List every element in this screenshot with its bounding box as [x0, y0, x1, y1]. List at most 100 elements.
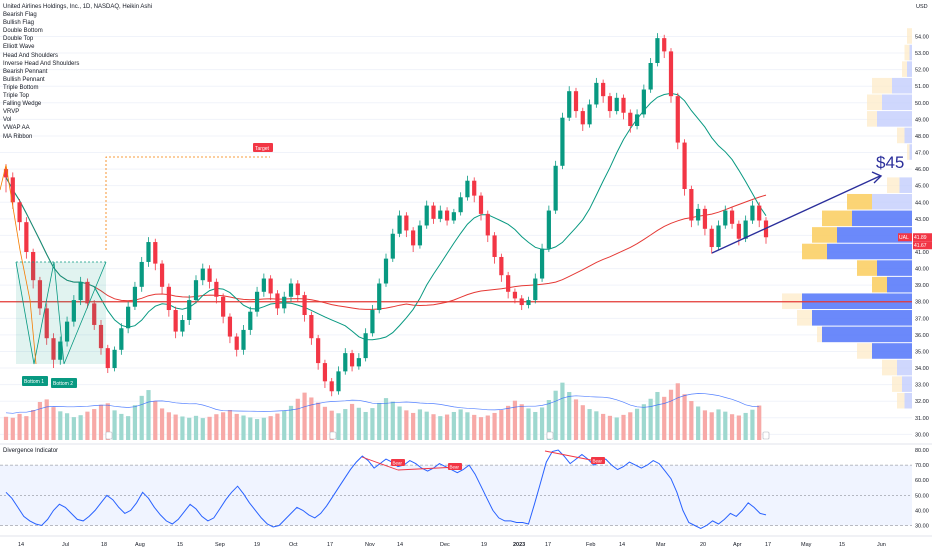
vrvp-down-bar	[852, 210, 912, 227]
candle-body	[119, 328, 124, 350]
candle-body	[112, 349, 117, 369]
indicator-bearish-pennant[interactable]: Bearish Pennant	[3, 68, 48, 75]
candle-body	[594, 82, 599, 105]
volume-bar	[702, 410, 708, 440]
candle-body	[10, 177, 15, 203]
volume-bar	[709, 412, 714, 440]
indicator-bearish-flag[interactable]: Bearish Flag	[3, 12, 37, 19]
indicator-bullish-pennant[interactable]: Bullish Pennant	[3, 76, 45, 83]
volume-bar	[51, 407, 56, 440]
volume-bar	[153, 401, 158, 440]
candle-body	[533, 278, 538, 301]
time-tick: Aug	[135, 542, 145, 548]
vrvp-down-bar	[902, 376, 912, 392]
divergence-tick: 50.00	[915, 493, 929, 499]
grid	[0, 35, 912, 435]
volume-bar	[132, 405, 138, 440]
vrvp-up-bar	[907, 28, 912, 44]
volume-bar	[105, 403, 110, 440]
price-tick: 34.00	[915, 366, 929, 372]
price-tick: 52.00	[915, 68, 929, 74]
volume-bar	[424, 411, 429, 440]
volume-bar	[478, 417, 484, 440]
indicator-ma-ribbon[interactable]: MA Ribbon	[3, 133, 33, 140]
volume-bar	[417, 409, 423, 440]
target-dotted-line	[105, 156, 270, 250]
candle-body	[268, 278, 273, 294]
time-tick: 17	[545, 542, 551, 548]
trend-line	[711, 175, 881, 254]
candle-body	[17, 202, 22, 223]
volume-bar	[465, 412, 470, 440]
indicator-falling-wedge[interactable]: Falling Wedge	[3, 101, 42, 108]
vrvp-up-bar	[802, 243, 827, 260]
candle-body	[309, 315, 314, 339]
volume-bar	[689, 401, 694, 440]
candle-body	[316, 338, 321, 364]
price-axis[interactable]: USD 54.00 53.00 52.00 51.00 50.00 49.00 48.00 47…	[898, 0, 932, 441]
time-tick: Apr	[733, 542, 742, 548]
time-tick: 17	[327, 542, 333, 548]
candle-body	[343, 353, 348, 372]
volume-bar	[533, 411, 538, 440]
indicator-bullish-flag[interactable]: Bullish Flag	[3, 20, 35, 27]
volume-bar	[316, 402, 321, 440]
volume-bar	[594, 411, 599, 440]
indicator-vol[interactable]: Vol	[3, 117, 12, 124]
volume-bar	[390, 401, 395, 440]
indicator-inverse-head-and-shoulders[interactable]: Inverse Head And Shoulders	[3, 60, 80, 67]
volume-bar	[560, 382, 565, 440]
volume-bar	[404, 410, 409, 440]
candles	[3, 33, 769, 397]
time-axis[interactable]: 14 Jul 18 Aug 15 Sep 19 Oct 17 Nov 14 Dec 19 2023 17 Fe…	[0, 535, 932, 548]
candle-body	[78, 281, 83, 301]
indicator-triple-top[interactable]: Triple Top	[3, 93, 30, 100]
candle-body	[221, 296, 226, 317]
candle-body	[139, 261, 144, 287]
indicator-head-and-shoulders[interactable]: Head And Shoulders	[3, 52, 59, 59]
volume-bar	[187, 417, 192, 440]
volume-bar	[506, 405, 511, 440]
time-tick: Jun	[877, 542, 886, 548]
price-tick: 43.00	[915, 217, 929, 223]
vrvp-down-bar	[837, 227, 912, 243]
volume-bar	[336, 413, 341, 440]
vrvp-up-bar	[857, 343, 872, 359]
divergence-tick: 30.00	[915, 523, 929, 529]
volume-bar	[78, 415, 83, 440]
volume-bar	[71, 417, 76, 440]
volume-bar	[275, 413, 280, 440]
volume-bar	[44, 399, 49, 440]
candle-body	[31, 252, 36, 281]
volume-bar	[98, 404, 104, 440]
volume-bar	[200, 418, 205, 440]
volume-bar	[723, 411, 728, 440]
candle-body	[567, 91, 572, 118]
volume-bar	[377, 402, 382, 440]
indicator-double-bottom[interactable]: Double Bottom	[3, 28, 43, 35]
vrvp-up-bar	[892, 376, 902, 392]
price-tick: 31.00	[915, 416, 929, 422]
candle-body	[648, 63, 653, 90]
indicator-vwap-aa[interactable]: VWAP AA	[3, 125, 30, 132]
indicator-triple-bottom[interactable]: Triple Bottom	[3, 84, 39, 91]
volume-bar	[31, 410, 36, 440]
vrvp-up-bar	[907, 144, 910, 160]
indicator-double-top[interactable]: Double Top	[3, 36, 34, 43]
bear-label: Bear	[393, 461, 403, 466]
volume-bar	[431, 414, 436, 440]
candle-body	[85, 281, 90, 304]
trend-arrow	[871, 171, 883, 184]
candle-body	[24, 222, 29, 252]
time-tick: 17	[765, 542, 771, 548]
price-tick: 48.00	[915, 134, 929, 140]
candle-body	[214, 281, 219, 297]
time-tick: Feb	[586, 542, 595, 548]
volume-bar	[438, 416, 443, 440]
indicator-elliott-wave[interactable]: Elliott Wave	[3, 44, 35, 51]
indicator-vrvp[interactable]: VRVP	[3, 109, 20, 116]
candle-body	[655, 38, 660, 63]
candle-body	[207, 268, 212, 282]
volume-bar	[621, 414, 626, 440]
